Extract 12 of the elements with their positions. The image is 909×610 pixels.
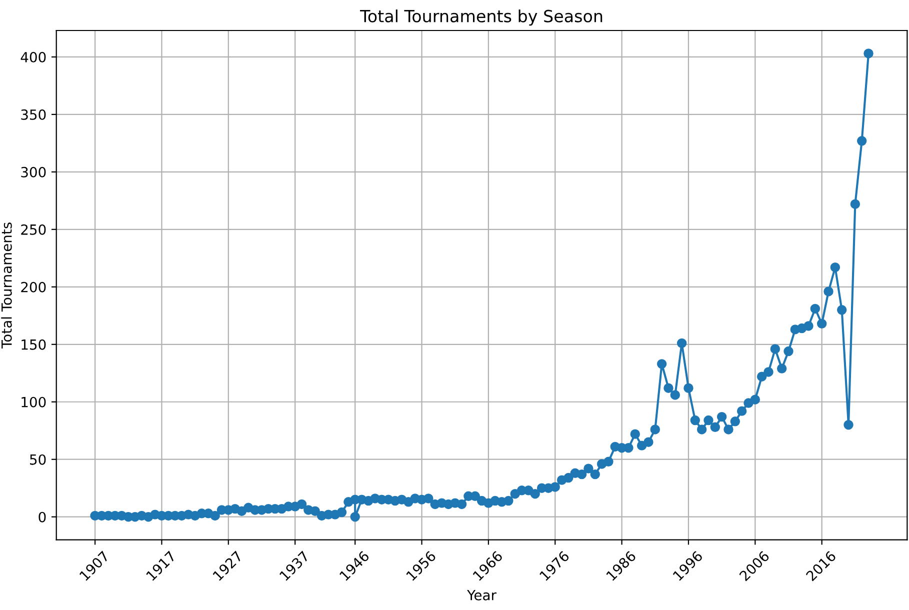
y-tick-label: 300	[21, 166, 46, 178]
y-axis-title: Total Tournaments	[1, 222, 12, 349]
x-axis-title: Year	[467, 590, 496, 600]
y-tick-label: 100	[22, 396, 46, 408]
y-tick-label: 350	[21, 109, 46, 120]
y-tick-label: 0	[38, 512, 46, 522]
y-tick-label: 250	[21, 224, 46, 235]
chart-title: Total Tournaments by Season	[360, 10, 602, 26]
y-tick-label: 150	[22, 339, 46, 350]
y-tick-label: 200	[21, 282, 46, 292]
y-tick-label: 50	[30, 454, 46, 465]
y-tick-label: 400	[20, 52, 46, 62]
